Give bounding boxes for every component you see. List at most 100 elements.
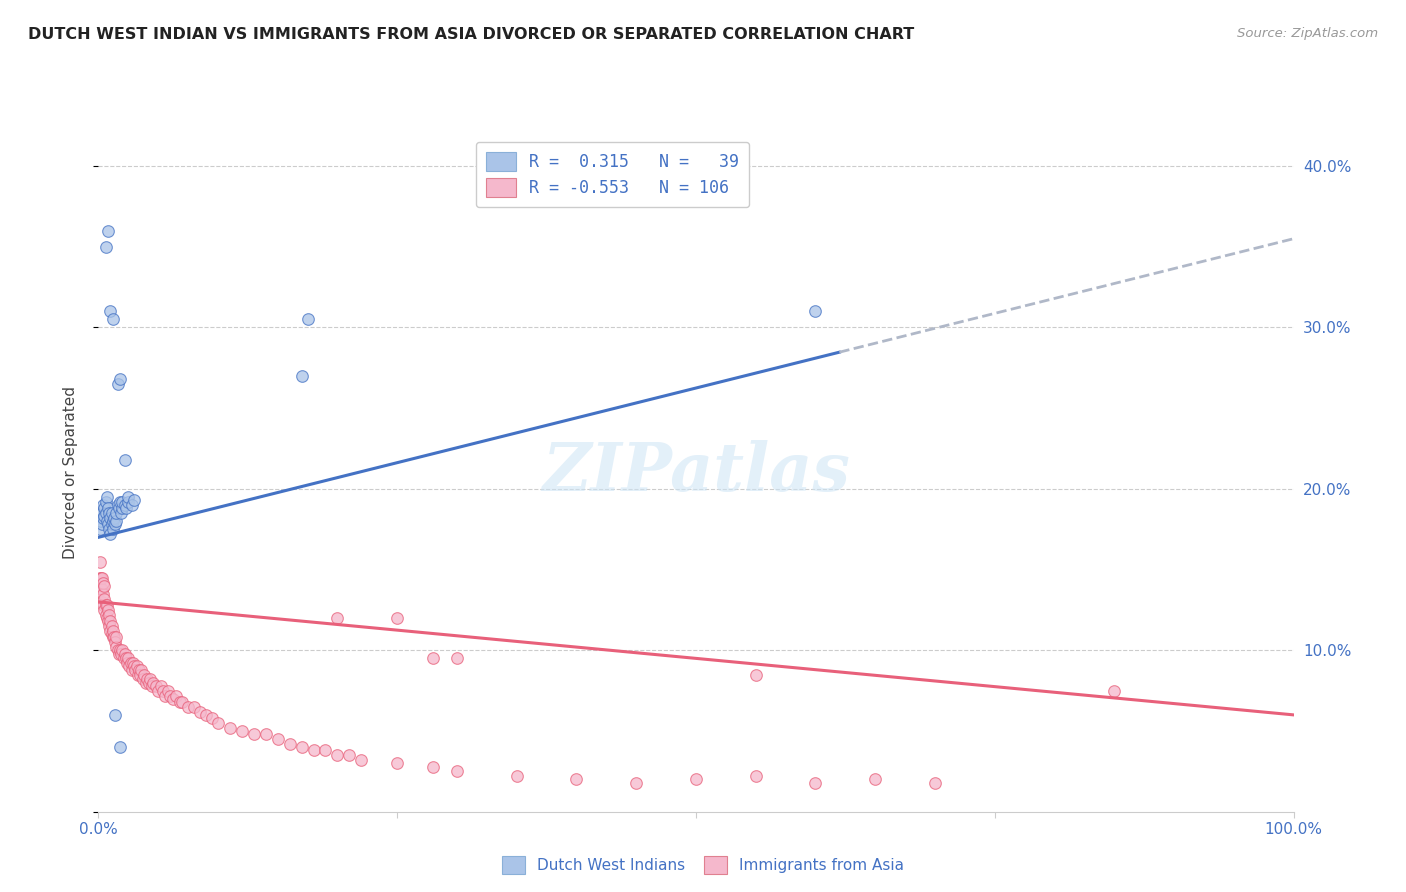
- Point: [326, 748, 349, 763]
- Point: [93, 579, 115, 593]
- Point: [565, 772, 588, 787]
- Point: [108, 643, 131, 657]
- Point: [110, 506, 132, 520]
- Point: [117, 651, 139, 665]
- Point: [291, 368, 314, 383]
- Point: [108, 372, 131, 386]
- Point: [110, 647, 132, 661]
- Point: [94, 598, 117, 612]
- Point: [98, 522, 121, 536]
- Point: [104, 635, 127, 649]
- Point: [98, 506, 121, 520]
- Point: [105, 514, 128, 528]
- Point: [506, 769, 529, 783]
- Legend: R =  0.315   N =   39, R = -0.553   N = 106: R = 0.315 N = 39, R = -0.553 N = 106: [475, 142, 749, 207]
- Point: [626, 775, 648, 789]
- Point: [96, 490, 118, 504]
- Point: [804, 775, 827, 789]
- Point: [148, 683, 170, 698]
- Point: [141, 679, 163, 693]
- Point: [121, 663, 143, 677]
- Point: [194, 707, 218, 722]
- Point: [745, 667, 768, 681]
- Point: [117, 495, 139, 509]
- Point: [107, 647, 129, 661]
- Point: [131, 663, 153, 677]
- Point: [91, 517, 114, 532]
- Point: [98, 304, 122, 318]
- Point: [278, 737, 301, 751]
- Point: [115, 657, 138, 671]
- Point: [122, 657, 145, 671]
- Point: [97, 501, 120, 516]
- Point: [100, 619, 122, 633]
- Point: [97, 603, 120, 617]
- Point: [96, 598, 118, 612]
- Point: [89, 571, 111, 585]
- Point: [91, 595, 114, 609]
- Point: [863, 772, 887, 787]
- Point: [291, 740, 314, 755]
- Point: [91, 575, 114, 590]
- Point: [94, 607, 117, 622]
- Point: [94, 240, 117, 254]
- Point: [155, 689, 177, 703]
- Point: [104, 517, 127, 532]
- Point: [152, 683, 174, 698]
- Point: [124, 663, 146, 677]
- Point: [138, 675, 160, 690]
- Point: [90, 582, 112, 596]
- Point: [101, 631, 124, 645]
- Point: [98, 607, 121, 622]
- Point: [100, 627, 122, 641]
- Point: [98, 614, 122, 628]
- Point: [96, 514, 118, 528]
- Point: [91, 582, 114, 596]
- Point: [93, 603, 115, 617]
- Point: [188, 705, 211, 719]
- Point: [112, 651, 135, 665]
- Y-axis label: Divorced or Separated: Divorced or Separated: [63, 386, 77, 559]
- Point: [114, 498, 136, 512]
- Point: [108, 740, 131, 755]
- Point: [91, 511, 114, 525]
- Point: [145, 679, 167, 693]
- Point: [231, 724, 253, 739]
- Point: [446, 764, 468, 779]
- Point: [97, 224, 120, 238]
- Point: [105, 631, 128, 645]
- Point: [129, 667, 152, 681]
- Point: [104, 707, 127, 722]
- Text: DUTCH WEST INDIAN VS IMMIGRANTS FROM ASIA DIVORCED OR SEPARATED CORRELATION CHAR: DUTCH WEST INDIAN VS IMMIGRANTS FROM ASI…: [28, 27, 914, 42]
- Point: [90, 514, 112, 528]
- Point: [91, 587, 114, 601]
- Point: [172, 695, 194, 709]
- Point: [385, 756, 409, 771]
- Point: [124, 659, 146, 673]
- Point: [101, 514, 124, 528]
- Point: [201, 711, 224, 725]
- Point: [745, 769, 768, 783]
- Point: [297, 312, 319, 326]
- Point: [90, 571, 112, 585]
- Point: [136, 673, 159, 687]
- Point: [183, 699, 205, 714]
- Point: [169, 695, 191, 709]
- Point: [103, 631, 125, 645]
- Legend: Dutch West Indians, Immigrants from Asia: Dutch West Indians, Immigrants from Asia: [496, 850, 910, 880]
- Point: [94, 495, 117, 509]
- Point: [107, 643, 129, 657]
- Point: [105, 506, 128, 520]
- Point: [339, 748, 360, 763]
- Point: [105, 640, 128, 654]
- Point: [89, 522, 111, 536]
- Point: [422, 759, 444, 773]
- Text: ZIPatlas: ZIPatlas: [543, 441, 849, 505]
- Point: [108, 495, 131, 509]
- Point: [100, 506, 122, 520]
- Point: [98, 527, 122, 541]
- Point: [93, 591, 115, 606]
- Point: [117, 490, 139, 504]
- Point: [118, 659, 141, 673]
- Point: [101, 312, 124, 326]
